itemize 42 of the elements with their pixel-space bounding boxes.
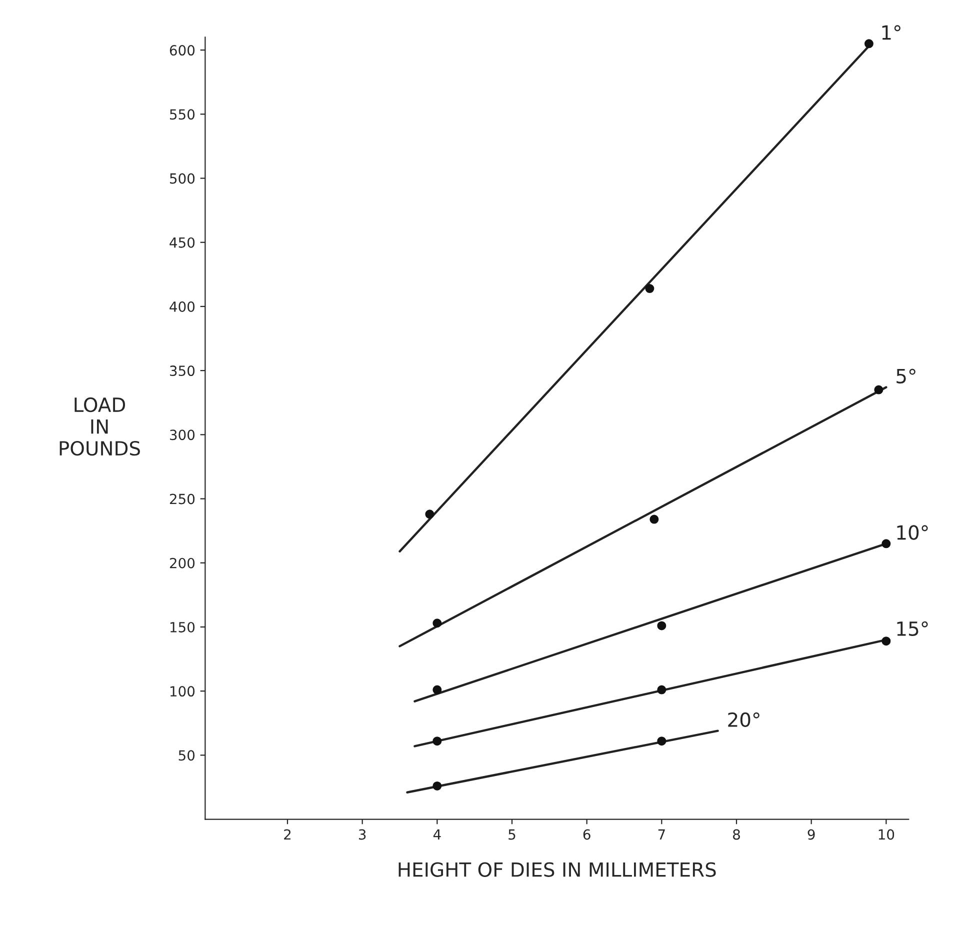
series-label: 20° (728, 712, 760, 728)
x-tick-label: 8 (733, 829, 740, 840)
point (882, 539, 891, 548)
y-tick-label: 600 (170, 45, 195, 56)
point (432, 618, 442, 628)
point (432, 685, 442, 694)
y-tick-label: 100 (170, 686, 195, 697)
y-tick-label: 450 (170, 237, 195, 248)
x-tick-label: 4 (433, 829, 441, 840)
point (864, 39, 874, 48)
point (657, 685, 666, 694)
y-tick-label: 400 (170, 301, 195, 312)
y-tick-label: 250 (170, 494, 195, 504)
series-label: 1° (882, 25, 900, 40)
y-tick-label: 50 (178, 750, 195, 761)
x-axis-title: HEIGHT OF DIES IN MILLIMETERS (398, 862, 716, 877)
point (657, 621, 666, 630)
x-tick-label: 5 (508, 829, 516, 840)
x-tick-label: 7 (658, 829, 665, 840)
y-tick-label: 200 (170, 558, 195, 568)
y-tick-label: 500 (170, 173, 195, 184)
y-axis-title: LOAD IN POUNDS (60, 397, 140, 456)
x-tick-label: 6 (583, 829, 590, 840)
point (874, 385, 884, 394)
y-tick-label: 300 (170, 430, 195, 440)
y-tick-label: 550 (170, 109, 195, 120)
point (432, 781, 442, 790)
series-label: 5° (896, 368, 916, 384)
y-tick-label: 150 (170, 622, 195, 632)
point (645, 284, 654, 294)
x-tick-label: 10 (878, 829, 894, 840)
series-label: 15° (897, 621, 928, 636)
point (882, 636, 891, 646)
x-tick-label: 2 (284, 829, 291, 840)
point (425, 510, 434, 519)
series-label: 10° (897, 525, 928, 540)
x-tick-label: 3 (358, 829, 366, 840)
x-tick-label: 9 (808, 829, 815, 840)
y-tick-label: 350 (170, 366, 195, 376)
point (657, 736, 666, 746)
point (650, 514, 659, 524)
point (432, 736, 442, 746)
